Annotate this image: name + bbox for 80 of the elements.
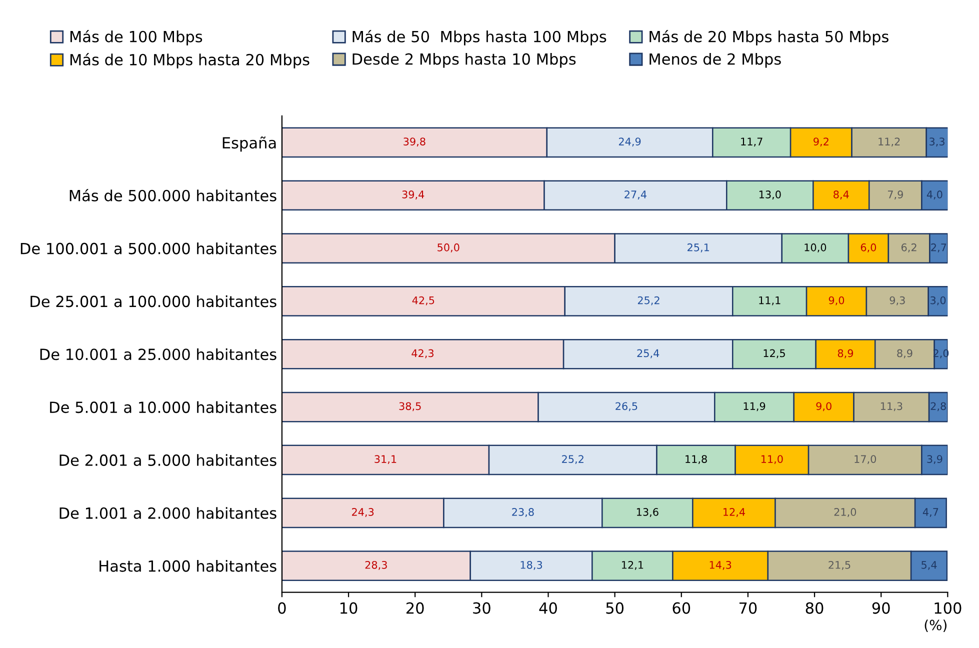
data-label: 6,2	[902, 243, 916, 252]
data-label: 12,5	[764, 349, 785, 358]
data-label: 18,3	[520, 560, 542, 570]
data-label: 39,4	[402, 190, 424, 200]
y-tick-label: De 1.001 a 2.000 habitantes	[60, 507, 276, 519]
data-label: 11,8	[686, 455, 707, 464]
data-label: 11,0	[761, 455, 783, 464]
x-tick-label: 50	[606, 602, 624, 614]
data-label: 12,4	[724, 508, 745, 517]
data-label: 39,8	[404, 138, 426, 147]
y-tick-label: De 10.001 a 25.000 habitantes	[40, 348, 276, 360]
x-tick-label: 100	[934, 602, 962, 614]
x-tick-label: 10	[340, 602, 358, 614]
data-label: 3,9	[927, 455, 942, 464]
x-tick-label: 60	[672, 602, 690, 614]
data-label: 27,4	[624, 190, 646, 200]
data-label: 9,0	[828, 296, 844, 306]
legend-label: Más de 20 Mbps hasta 50 Mbps	[650, 30, 888, 46]
data-label: 11,3	[880, 402, 902, 412]
y-tick-label: De 25.001 a 100.000 habitantes	[30, 295, 276, 308]
data-label: 9,0	[816, 402, 832, 412]
data-label: 24,3	[352, 508, 374, 517]
data-label: 11,7	[741, 138, 762, 147]
legend-label: Más de 10 Mbps hasta 20 Mbps	[70, 52, 310, 68]
data-label: 3,3	[930, 138, 944, 147]
data-label: 10,0	[804, 243, 826, 252]
data-label: 3,0	[930, 296, 946, 306]
data-label: 14,3	[710, 560, 732, 570]
data-label: 9,3	[890, 296, 905, 306]
data-label: 42,3	[412, 349, 434, 358]
data-label: 25,2	[562, 455, 584, 464]
legend-label: Desde 2 Mbps hasta 10 Mbps	[352, 52, 576, 68]
data-label: 9,2	[814, 138, 828, 147]
legend-label: Más de 50 Mbps hasta 100 Mbps	[352, 30, 606, 46]
data-label: 50,0	[438, 243, 460, 252]
data-label: 13,0	[759, 190, 781, 200]
y-tick-label: De 100.001 a 500.000 habitantes	[20, 242, 276, 254]
data-label: 12,1	[622, 560, 644, 570]
data-label: 28,3	[365, 560, 387, 570]
data-label: 25,2	[638, 296, 660, 306]
data-label: 2,8	[930, 402, 946, 412]
data-label: 8,9	[897, 349, 912, 358]
data-label: 25,4	[637, 349, 660, 358]
y-tick-label: Hasta 1.000 habitantes	[100, 560, 276, 572]
data-label: 21,0	[834, 508, 856, 517]
x-axis-title: (%)	[924, 620, 946, 632]
x-tick-label: 30	[473, 602, 490, 614]
data-label: 42,5	[412, 296, 434, 306]
data-label: 24,9	[618, 138, 641, 147]
data-label: 11,1	[759, 296, 780, 306]
data-label: 6,0	[860, 243, 876, 252]
data-label: 25,1	[688, 243, 709, 252]
data-label: 23,8	[512, 508, 534, 517]
data-label: 7,9	[888, 190, 903, 200]
data-label: 8,4	[834, 190, 849, 200]
data-label: 11,2	[878, 138, 900, 147]
y-tick-label: De 2.001 a 5.000 habitantes	[60, 454, 276, 466]
y-tick-label: Más de 500.000 habitantes	[70, 188, 276, 202]
data-label: 31,1	[374, 455, 396, 464]
data-label: 5,4	[922, 561, 937, 570]
y-tick-label: De 5.001 a 10.000 habitantes	[50, 401, 276, 414]
y-tick-label: España	[222, 136, 276, 152]
x-tick-label: 80	[806, 602, 824, 614]
data-label: 26,5	[616, 402, 638, 412]
data-label: 8,9	[838, 349, 854, 358]
x-tick-label: 90	[872, 602, 890, 614]
data-label: 21,5	[828, 560, 850, 570]
x-tick-label: 70	[739, 602, 757, 614]
data-label: 17,0	[854, 455, 876, 464]
x-tick-label: 20	[406, 602, 424, 614]
data-label: 2,7	[931, 243, 946, 252]
x-tick-label: 40	[539, 602, 557, 614]
legend-label: Menos de 2 Mbps	[650, 52, 781, 68]
data-label: 13,6	[636, 508, 658, 517]
x-tick-label: 0	[278, 602, 286, 614]
legend-label: Más de 100 Mbps	[70, 30, 202, 46]
data-label: 38,5	[399, 402, 421, 412]
data-label: 11,9	[744, 402, 766, 412]
data-label: 4,7	[922, 508, 938, 517]
data-label: 4,0	[926, 190, 942, 200]
